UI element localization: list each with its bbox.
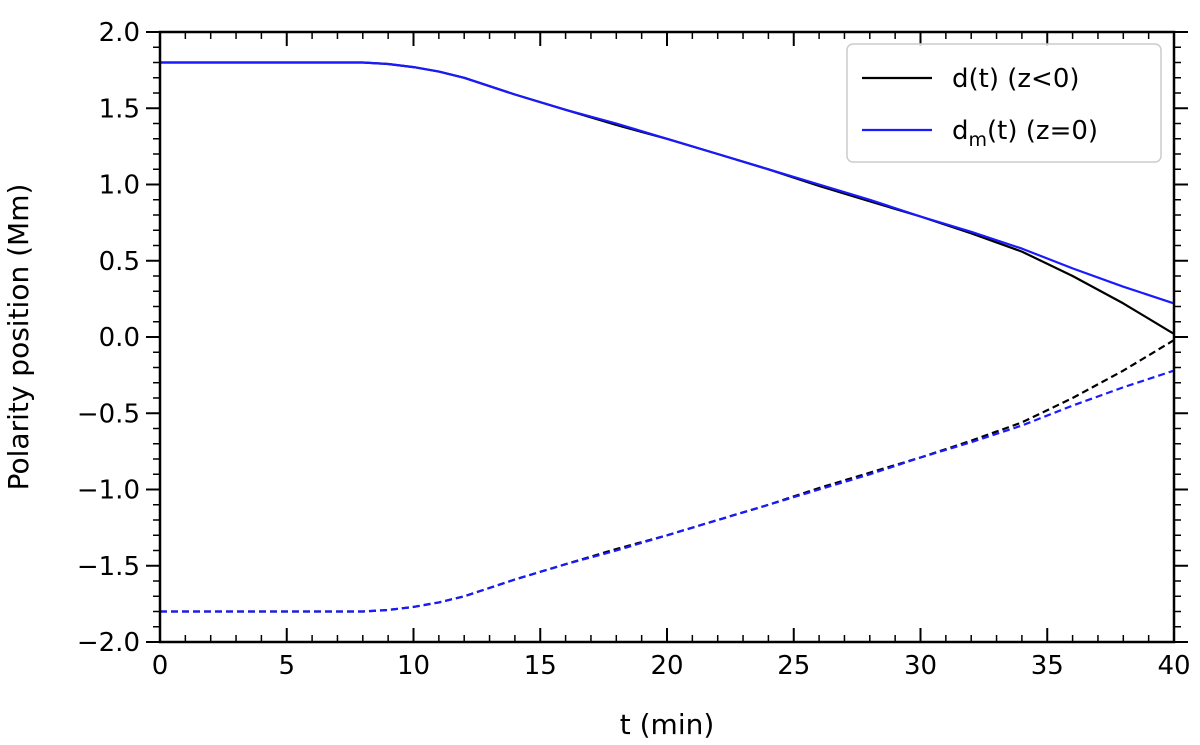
series-layer — [160, 61, 1175, 613]
x-tick-label: 25 — [777, 651, 810, 681]
x-tick-label: 40 — [1157, 651, 1190, 681]
y-tick-label: −0.5 — [77, 399, 140, 429]
y-tick-label: 0.0 — [99, 323, 140, 353]
ticks-layer: 0 5 10 15 20 25 30 35 40 2.0 1.5 1.0 0.5 0.0 −0.5 −1.0 −… — [77, 18, 1191, 681]
y-tick-label: 0.5 — [99, 247, 140, 277]
x-tick-label: 15 — [524, 651, 557, 681]
y-tick-label: −1.0 — [77, 476, 140, 506]
legend-label-1: dm(t) (z=0) — [952, 116, 1098, 151]
y-tick-label: −2.0 — [77, 628, 140, 658]
x-tick-label: 30 — [904, 651, 937, 681]
y-tick-label: −1.5 — [77, 552, 140, 582]
series-line-2 — [160, 61, 1175, 305]
x-tick-label: 5 — [278, 651, 295, 681]
x-axis-title: t (min) — [620, 708, 715, 741]
x-tick-label: 35 — [1031, 651, 1064, 681]
y-tick-label: 1.5 — [99, 94, 140, 124]
x-tick-label: 20 — [650, 651, 683, 681]
legend-label-0: d(t) (z<0) — [952, 64, 1080, 94]
legend: d(t) (z<0) dm(t) (z=0) — [846, 43, 1162, 163]
plot-frame — [158, 30, 1176, 644]
legend-box — [846, 43, 1162, 163]
y-tick-label: 1.0 — [99, 171, 140, 201]
series-line-3 — [160, 369, 1175, 613]
series-line-1 — [160, 339, 1175, 613]
x-tick-label: 0 — [152, 651, 169, 681]
x-tick-label: 10 — [397, 651, 430, 681]
y-tick-label: 2.0 — [99, 18, 140, 48]
y-axis-title: Polarity position (Mm) — [2, 184, 35, 491]
